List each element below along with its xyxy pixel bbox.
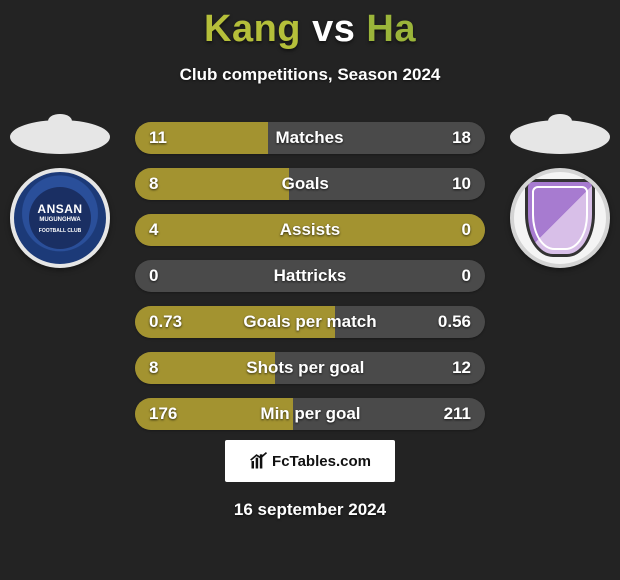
chart-icon (249, 451, 269, 471)
stat-value-left: 4 (149, 220, 158, 240)
stat-row: 8Goals10 (135, 168, 485, 200)
stat-label: Goals (158, 174, 452, 194)
subtitle: Club competitions, Season 2024 (0, 65, 620, 85)
stat-label: Shots per goal (158, 358, 452, 378)
player2-name: Ha (366, 8, 416, 50)
stat-label: Assists (158, 220, 461, 240)
player1-club-badge: ANSAN MUGUNGHWA FOOTBALL CLUB (10, 168, 110, 268)
page-title: Kang vs Ha (0, 0, 620, 51)
stat-row: 0.73Goals per match0.56 (135, 306, 485, 338)
stat-value-right: 0 (462, 220, 471, 240)
vs-text: vs (312, 8, 355, 50)
stat-value-left: 0 (149, 266, 158, 286)
stat-label: Hattricks (158, 266, 461, 286)
player1-name: Kang (204, 8, 301, 50)
player2-column (500, 120, 620, 268)
stat-value-left: 0.73 (149, 312, 182, 332)
club1-name: ANSAN (37, 203, 82, 215)
stat-value-left: 8 (149, 174, 158, 194)
player1-silhouette (10, 120, 110, 154)
stat-row: 0Hattricks0 (135, 260, 485, 292)
stat-label: Min per goal (177, 404, 443, 424)
stat-value-right: 211 (444, 404, 471, 424)
stat-value-left: 8 (149, 358, 158, 378)
stat-row: 8Shots per goal12 (135, 352, 485, 384)
brand-logo: FcTables.com (225, 440, 395, 482)
stat-label: Matches (167, 128, 452, 148)
stat-value-left: 11 (149, 128, 167, 148)
stat-value-right: 10 (452, 174, 471, 194)
player1-column: ANSAN MUGUNGHWA FOOTBALL CLUB (0, 120, 120, 268)
club1-sub1: MUGUNGHWA (39, 217, 80, 223)
stat-value-right: 0 (462, 266, 471, 286)
stat-value-right: 0.56 (438, 312, 471, 332)
stat-row: 4Assists0 (135, 214, 485, 246)
stat-value-right: 12 (452, 358, 471, 378)
stat-row: 176Min per goal211 (135, 398, 485, 430)
stat-label: Goals per match (182, 312, 438, 332)
stats-bars: 11Matches188Goals104Assists00Hattricks00… (135, 122, 485, 430)
stat-row: 11Matches18 (135, 122, 485, 154)
stat-value-left: 176 (149, 404, 177, 424)
stat-value-right: 18 (452, 128, 471, 148)
date: 16 september 2024 (0, 500, 620, 520)
brand-text: FcTables.com (272, 453, 371, 470)
player2-silhouette (510, 120, 610, 154)
club1-sub2: FOOTBALL CLUB (39, 229, 81, 234)
player2-club-badge (510, 168, 610, 268)
